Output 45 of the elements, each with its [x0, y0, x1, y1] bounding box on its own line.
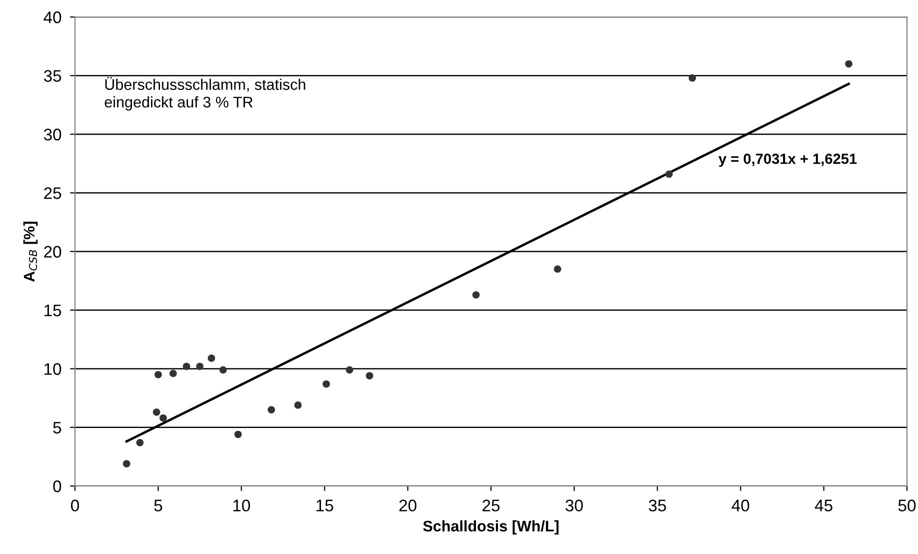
annotation: Überschussschlamm, statisch eingedickt auf 3 % TR	[104, 77, 306, 111]
point	[122, 460, 130, 468]
x-tick-label: 10	[233, 500, 250, 512]
x-tick-label: 15	[316, 500, 334, 512]
x-tick-label: 20	[399, 500, 416, 512]
point	[160, 414, 167, 422]
point	[208, 354, 216, 362]
y-tick-label: 0	[53, 480, 62, 492]
x-tick-label: 50	[898, 500, 916, 512]
point	[294, 401, 302, 409]
y-axis-title: A$_{CSB}$ [%]	[23, 222, 38, 282]
point	[322, 380, 330, 388]
point	[154, 370, 162, 378]
x-tick-label: 45	[814, 500, 832, 512]
point	[182, 362, 190, 370]
x-tick-label: 30	[566, 500, 583, 512]
y-tick-label: 40	[44, 11, 62, 24]
y-tick-label: 10	[44, 363, 62, 375]
point	[665, 170, 673, 178]
point	[234, 430, 242, 438]
point	[196, 362, 204, 370]
point	[688, 74, 696, 82]
point	[845, 60, 852, 68]
y-tick-label: 15	[44, 304, 62, 316]
x-tick-label: 40	[732, 500, 750, 512]
y-tick-label: 30	[44, 128, 62, 140]
point	[366, 372, 374, 380]
point	[136, 438, 144, 446]
point	[472, 291, 480, 299]
y-tick-label: 35	[44, 70, 62, 82]
point	[268, 406, 276, 414]
point	[219, 366, 227, 374]
point	[152, 408, 160, 416]
x-axis-title: Schalldosis [Wh/L]	[423, 520, 558, 535]
point	[554, 265, 562, 273]
point	[170, 370, 177, 378]
point	[346, 366, 354, 374]
y-tick-label: 25	[44, 187, 62, 200]
y-tick-label: 5	[53, 422, 62, 434]
x-tick-label: 0	[71, 500, 79, 512]
x-tick-label: 35	[648, 500, 666, 512]
x-tick-label: 25	[482, 500, 500, 512]
y-tick-label: 20	[44, 246, 62, 258]
annotation: y = 0,7031x + 1,6251	[718, 154, 857, 167]
x-tick-label: 5	[154, 500, 162, 512]
